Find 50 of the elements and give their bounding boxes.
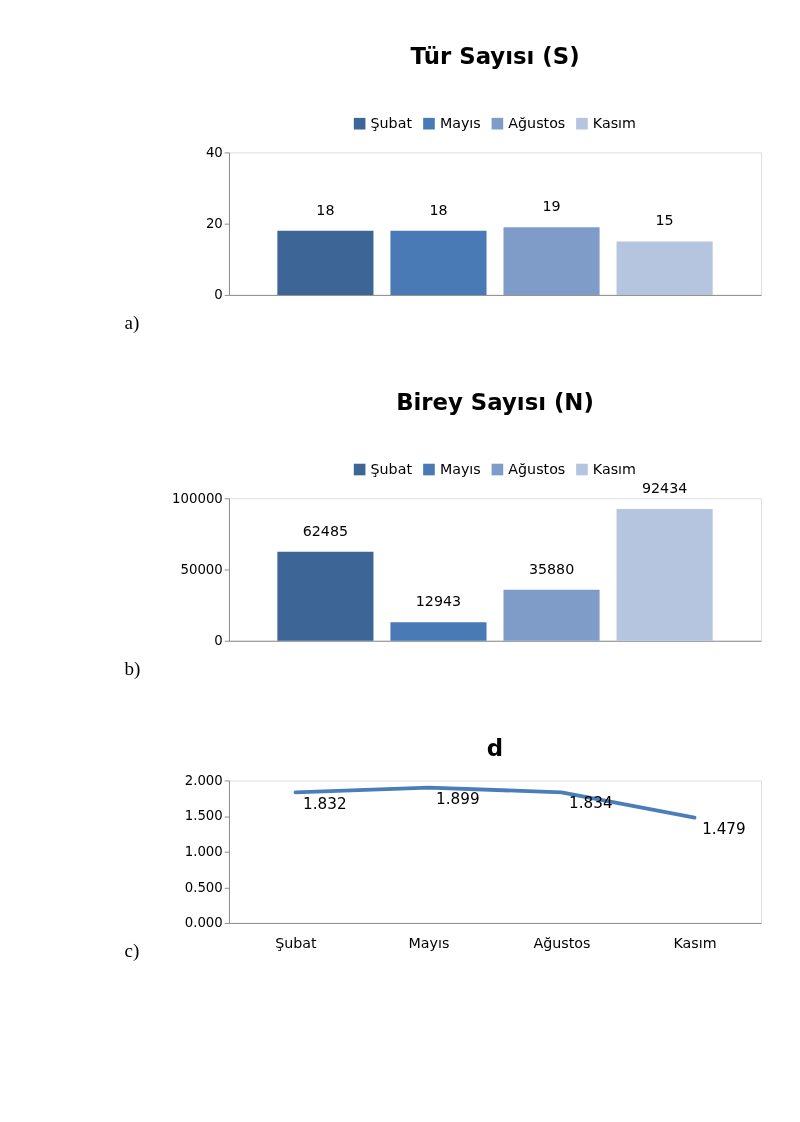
chart-title: Birey Sayısı (N): [396, 388, 594, 415]
data-label: 1.832: [303, 794, 347, 813]
text: c): [124, 940, 140, 963]
y-tick-label: 2.000: [184, 772, 223, 788]
data-label: 18: [316, 201, 335, 218]
y-tick-label: 0: [214, 633, 223, 649]
y-tick-label: 0.000: [184, 915, 223, 931]
y-tick-label: 1.500: [184, 808, 223, 824]
text: a): [124, 312, 140, 335]
x-tick-label: Kasım: [673, 935, 717, 952]
bar: [277, 551, 374, 641]
data-label: 1.899: [436, 789, 480, 808]
y-tick-label: 40: [205, 144, 223, 160]
x-tick-label: Mayıs: [408, 935, 450, 952]
y-tick-label: 100000: [172, 490, 223, 506]
y-tick-label: 0: [214, 287, 223, 303]
data-label: 1.834: [569, 794, 613, 813]
bar: [503, 589, 600, 641]
chart-title: Tür Sayısı (S): [410, 43, 580, 70]
legend-label: Mayıs: [439, 461, 481, 478]
bar: [277, 230, 374, 295]
bar: [503, 227, 600, 295]
data-label: 15: [655, 212, 674, 229]
data-label: 92434: [641, 479, 688, 496]
data-label: 12943: [415, 593, 462, 610]
text: b): [124, 657, 141, 680]
legend-label: Ağustos: [508, 115, 566, 132]
x-tick-label: Şubat: [275, 935, 318, 952]
y-tick-label: 50000: [180, 561, 223, 577]
bar: [616, 241, 713, 295]
legend-label: Kasım: [592, 115, 636, 132]
data-label: 35880: [528, 560, 575, 577]
chart-title: d: [486, 734, 504, 761]
bar: [390, 622, 487, 641]
legend-label: Şubat: [370, 461, 413, 478]
legend-label: Kasım: [592, 461, 636, 478]
bar: [616, 509, 713, 641]
data-label: 62485: [302, 522, 349, 539]
data-label: 19: [542, 198, 561, 215]
legend-label: Şubat: [370, 115, 413, 132]
legend-label: Mayıs: [439, 115, 481, 132]
bar: [390, 230, 487, 295]
line-series: [293, 785, 697, 820]
y-tick-label: 20: [205, 215, 223, 231]
data-label: 18: [429, 201, 448, 218]
data-label: 1.479: [702, 819, 746, 838]
x-tick-label: Ağustos: [533, 935, 591, 952]
y-tick-label: 1.000: [184, 843, 223, 859]
legend-label: Ağustos: [508, 461, 566, 478]
y-tick-label: 0.500: [184, 879, 223, 895]
